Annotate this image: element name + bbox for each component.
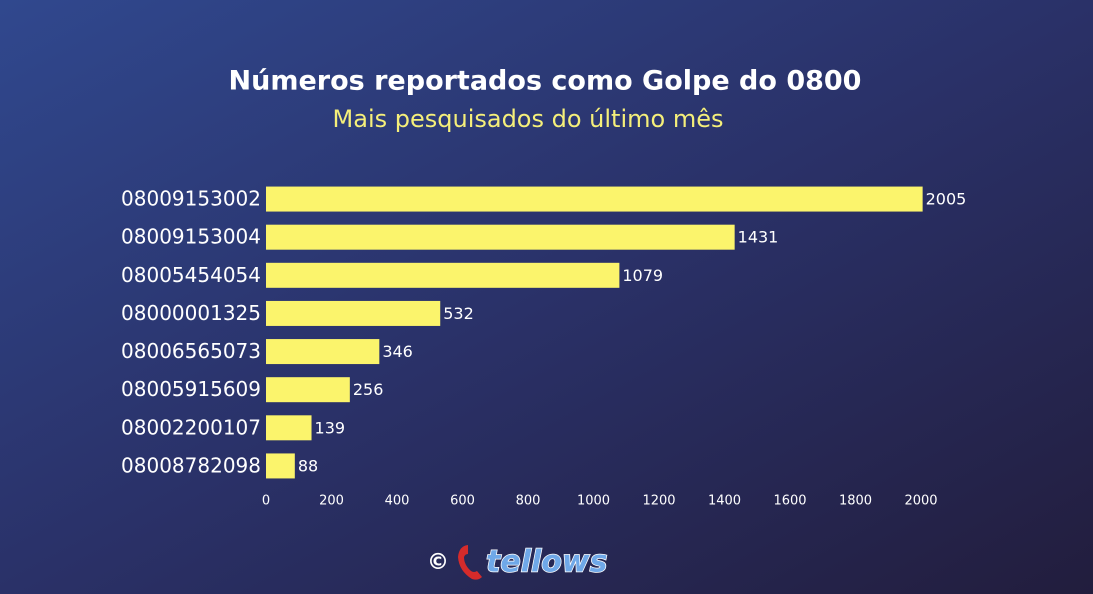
x-tick-label: 1200 <box>642 494 675 509</box>
y-tick-label: 08006565073 <box>121 339 261 363</box>
chart-subtitle: Mais pesquisados do último mês <box>333 105 724 133</box>
value-label: 2005 <box>926 190 967 209</box>
value-label: 532 <box>443 304 474 323</box>
y-tick-label: 08009153002 <box>121 187 261 211</box>
y-tick-label: 08009153004 <box>121 225 261 249</box>
chart-title: Números reportados como Golpe do 0800 <box>229 66 862 97</box>
x-tick-label: 2000 <box>904 494 937 509</box>
x-tick-label: 1600 <box>773 494 806 509</box>
value-label: 88 <box>298 456 318 475</box>
y-tick-label: 08005454054 <box>121 263 261 287</box>
x-tick-label: 1800 <box>839 494 872 509</box>
bar <box>266 186 923 212</box>
bar <box>266 300 441 326</box>
x-tick-label: 1400 <box>708 494 741 509</box>
x-tick-label: 0 <box>262 494 270 509</box>
y-tick-label: 08008782098 <box>121 453 261 477</box>
x-tick-label: 800 <box>516 494 541 509</box>
phone-icon <box>458 545 482 580</box>
value-label: 1431 <box>738 228 779 247</box>
bar <box>266 377 350 403</box>
value-label: 346 <box>382 342 413 361</box>
x-tick-label: 600 <box>450 494 475 509</box>
bar <box>266 262 620 288</box>
value-label: 1079 <box>622 266 663 285</box>
bar <box>266 415 312 441</box>
value-label: 139 <box>315 418 346 437</box>
y-tick-label: 08000001325 <box>121 301 261 325</box>
x-tick-label: 1000 <box>577 494 610 509</box>
x-tick-label: 200 <box>319 494 344 509</box>
y-tick-label: 08002200107 <box>121 415 261 439</box>
brand-logo: tellows <box>486 545 607 580</box>
x-tick-label: 400 <box>385 494 410 509</box>
bar <box>266 224 735 250</box>
copyright: © <box>427 550 449 575</box>
value-label: 256 <box>353 380 384 399</box>
y-tick-label: 08005915609 <box>121 377 261 401</box>
bar <box>266 339 380 365</box>
bar <box>266 453 295 479</box>
